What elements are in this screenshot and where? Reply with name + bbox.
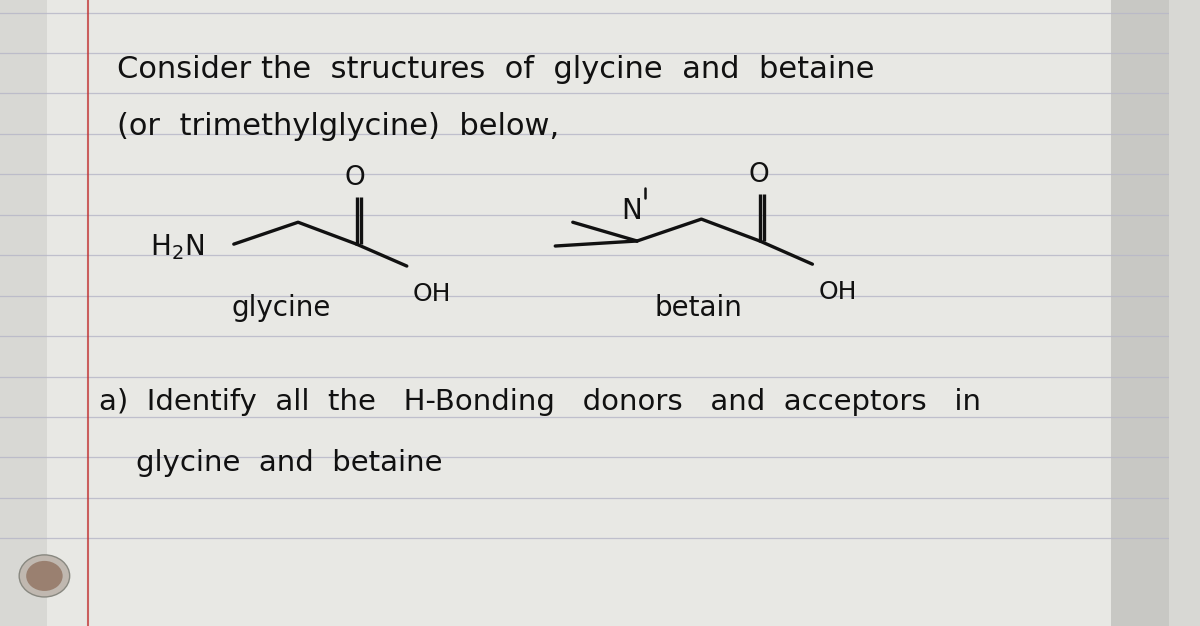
Ellipse shape <box>19 555 70 597</box>
Text: glycine: glycine <box>232 294 331 322</box>
Text: glycine  and  betaine: glycine and betaine <box>100 449 443 477</box>
Text: O: O <box>344 165 366 191</box>
Ellipse shape <box>26 561 62 591</box>
Text: H$_2$N: H$_2$N <box>150 232 204 262</box>
Text: OH: OH <box>818 280 857 304</box>
Text: a)  Identify  all  the   H-Bonding   donors   and  acceptors   in: a) Identify all the H-Bonding donors and… <box>100 388 982 416</box>
Text: O: O <box>748 162 769 188</box>
Text: OH: OH <box>413 282 451 305</box>
Bar <box>1110 0 1169 626</box>
Text: N: N <box>620 197 642 225</box>
Text: betain: betain <box>655 294 743 322</box>
Text: Consider the  structures  of  glycine  and  betaine: Consider the structures of glycine and b… <box>116 55 875 85</box>
Text: (or  trimethylglycine)  below,: (or trimethylglycine) below, <box>116 111 559 141</box>
